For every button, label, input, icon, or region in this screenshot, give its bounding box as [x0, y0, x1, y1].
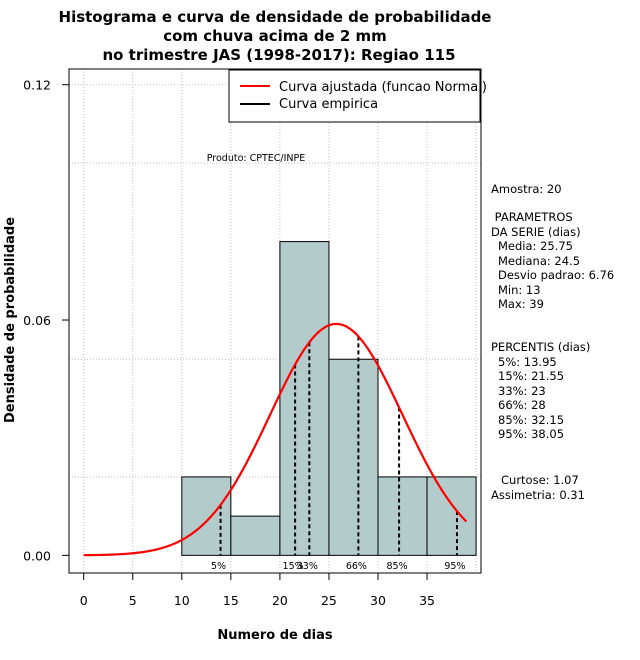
x-tick-label: 25: [321, 593, 337, 608]
percentile-label: 15%: [283, 561, 304, 572]
percentile-label: 33%: [297, 561, 318, 572]
params-heading: PARAMETROS: [491, 210, 573, 224]
param-max: Max: 39: [498, 297, 544, 311]
x-tick-label: 35: [419, 593, 435, 608]
legend: Curva ajustada (funcao Normal) Curva emp…: [228, 69, 487, 123]
product-annotation: Produto: CPTEC/INPE: [207, 153, 306, 164]
y-axis: 0.00 0.06 0.12: [23, 78, 70, 563]
histogram-bar: [230, 515, 281, 556]
chart-title-line-3: no trimestre JAS (1998-2017): Regiao 115: [102, 46, 455, 64]
histogram-bar: [279, 241, 330, 556]
histogram-bars: [181, 241, 477, 556]
chart-title-line-1: Histograma e curva de densidade de proba…: [59, 8, 492, 26]
y-tick-label: 0.06: [23, 313, 51, 328]
percentil-33: 33%: 23: [498, 384, 546, 398]
histogram-bar: [426, 476, 477, 556]
percentile-label: 66%: [346, 561, 367, 572]
histogram-bar: [181, 476, 232, 556]
y-tick-label: 0.00: [23, 548, 51, 563]
y-axis-label: Densidade de probabilidade: [3, 217, 18, 423]
percentis-heading: PERCENTIS (dias): [491, 340, 590, 354]
x-tick-label: 30: [370, 593, 386, 608]
param-sd: Desvio padrao: 6.76: [498, 268, 614, 282]
y-tick-label: 0.12: [23, 78, 51, 93]
percentile-markers: 5% 15%33% 66% 85% 95%: [211, 336, 466, 572]
param-mean: Media: 25.75: [498, 239, 573, 253]
percentile-label: 5%: [211, 561, 226, 572]
percentil-5: 5%: 13.95: [498, 355, 557, 369]
legend-box: [228, 69, 481, 123]
legend-item-normal-fit: Curva ajustada (funcao Normal): [279, 80, 487, 95]
x-tick-label: 20: [272, 593, 288, 608]
percentile-label: 85%: [387, 561, 408, 572]
param-median: Mediana: 24.5: [498, 254, 580, 268]
sample-size: Amostra: 20: [491, 182, 562, 196]
params-subheading: DA SERIE (dias): [491, 225, 581, 239]
x-axis-label: Numero de dias: [217, 628, 333, 643]
kurtosis: Curtose: 1.07: [501, 473, 579, 487]
param-min: Min: 13: [498, 283, 541, 297]
x-tick-label: 10: [174, 593, 190, 608]
chart-title-line-2: com chuva acima de 2 mm: [163, 27, 387, 45]
skewness: Assimetria: 0.31: [491, 488, 585, 502]
normal-fit-curve: [83, 322, 468, 557]
percentil-95: 95%: 38.05: [498, 427, 564, 441]
x-axis: 0 5 10 15 20 25 30 35: [80, 572, 435, 608]
percentile-label: 95%: [444, 561, 465, 572]
stats-panel: Amostra: 20 PARAMETROS DA SERIE (dias) M…: [491, 182, 614, 502]
density-curve: [83, 322, 468, 557]
x-tick-label: 0: [80, 593, 88, 608]
histogram-bar: [377, 476, 428, 556]
percentil-15: 15%: 21.55: [498, 369, 564, 383]
percentil-66: 66%: 28: [498, 398, 546, 412]
percentil-85: 85%: 32.15: [498, 413, 564, 427]
legend-item-empirical: Curva empirica: [279, 97, 378, 112]
x-tick-label: 15: [223, 593, 239, 608]
histogram-bar: [328, 358, 379, 556]
x-tick-label: 5: [129, 593, 137, 608]
